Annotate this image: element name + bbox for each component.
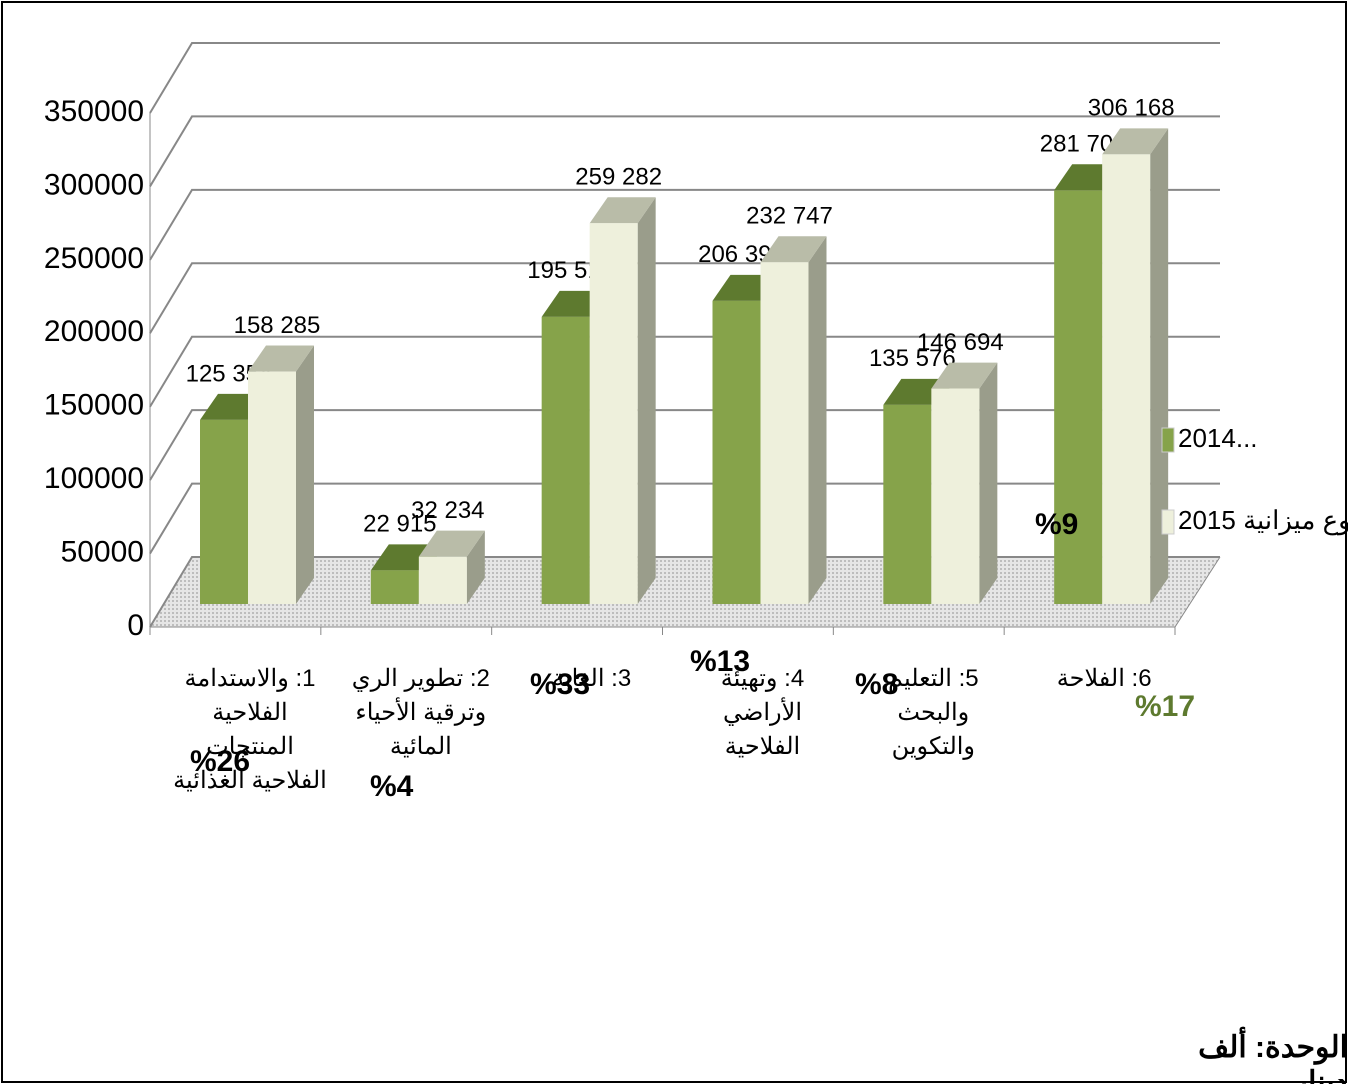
floor-edge xyxy=(1174,556,1221,628)
y-tick-label: 100000 xyxy=(44,462,144,495)
value-label: 232 747 xyxy=(746,203,833,230)
y-tick-label: 150000 xyxy=(44,389,144,422)
bar-top xyxy=(931,362,998,389)
bar-top xyxy=(1102,128,1169,155)
x-tick-label: 3: الغابة xyxy=(552,665,632,692)
y-tick-label: 200000 xyxy=(44,315,144,348)
annotation: %26 xyxy=(190,745,251,778)
bar xyxy=(418,556,467,604)
bar xyxy=(589,223,638,604)
x-tick-label: 2: تطوير الري وترقية الأحياء المائية xyxy=(351,665,490,760)
bar xyxy=(760,262,809,604)
x-tick-label: 5: التعليم والبحث والتكوين xyxy=(888,665,979,760)
y-tick-label: 300000 xyxy=(44,168,144,201)
bar xyxy=(541,316,590,604)
unit-note: الوحدة: ألف دينار xyxy=(1198,1031,1348,1084)
bar xyxy=(248,371,296,604)
y-tick-label: 350000 xyxy=(44,95,144,128)
grid-line xyxy=(149,482,1220,555)
bar-top xyxy=(248,345,314,372)
grid-line xyxy=(149,556,1220,628)
legend-label: مشروع ميزانية 2015 xyxy=(1178,505,1348,536)
bar-top xyxy=(760,236,827,263)
bar-top xyxy=(589,197,656,224)
annotation: %4 xyxy=(370,770,414,803)
bar-top xyxy=(418,530,485,557)
annotation: %8 xyxy=(855,668,899,701)
y-tick-label: 250000 xyxy=(44,242,144,275)
bar xyxy=(712,300,761,604)
grid-line xyxy=(149,42,1220,114)
value-label: 259 282 xyxy=(575,164,662,191)
value-label: 32 234 xyxy=(411,497,484,524)
bar xyxy=(370,570,419,604)
legend-swatch xyxy=(1161,427,1175,453)
bar-side xyxy=(466,530,485,604)
x-tick-label: 6: الفلاحة xyxy=(1056,665,1152,692)
bar-side xyxy=(808,236,827,605)
grid-line xyxy=(149,188,1220,261)
legend-label: 2014... xyxy=(1178,423,1258,453)
value-label: 22 915 xyxy=(363,511,436,538)
bar-side xyxy=(296,345,314,604)
bar-side xyxy=(1150,128,1169,604)
annotation: %13 xyxy=(690,645,751,678)
value-label: 135 576 xyxy=(869,345,956,372)
y-tick-label: 0 xyxy=(127,609,144,642)
bar xyxy=(931,388,980,604)
legend-swatch xyxy=(1161,509,1175,535)
bar xyxy=(883,404,932,604)
grid-line xyxy=(149,335,1220,408)
x-tick-label: 4: وتهيئة الأراضي الفلاحية xyxy=(720,665,805,760)
bar-side xyxy=(637,197,656,604)
grid-line xyxy=(149,115,1220,187)
annotation: %9 xyxy=(1035,508,1079,541)
value-label: 306 168 xyxy=(1088,95,1175,122)
bar xyxy=(1054,190,1103,605)
grid-line xyxy=(149,262,1220,334)
annotation: %17 xyxy=(1135,690,1196,723)
annotation: %33 xyxy=(530,668,591,701)
x-tick-label: 1: والاستدامة الفلاحية المنتجات الفلاحية… xyxy=(173,665,327,794)
value-label: 158 285 xyxy=(234,312,321,339)
value-label: 146 694 xyxy=(917,329,1004,356)
bar xyxy=(1102,154,1151,604)
bar-side xyxy=(979,362,998,604)
y-tick-label: 50000 xyxy=(61,535,144,568)
bar xyxy=(200,419,248,604)
grid-line xyxy=(149,409,1220,481)
